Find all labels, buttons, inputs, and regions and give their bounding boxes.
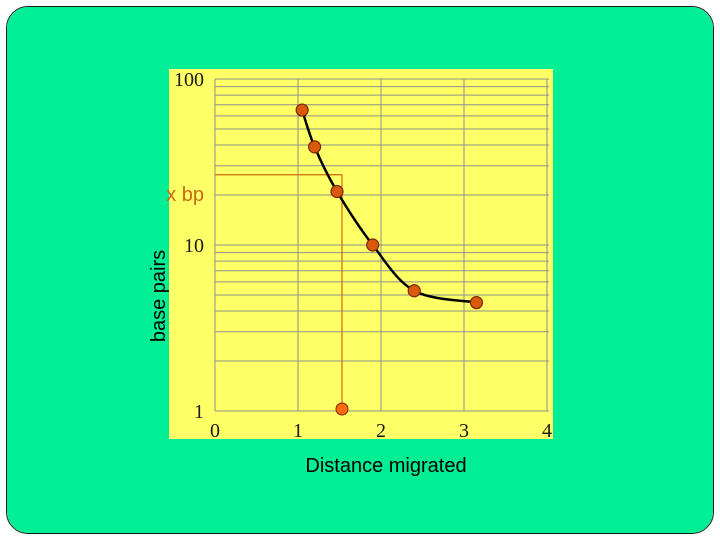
y-axis-label: base pairs bbox=[148, 250, 170, 342]
y-tick-label: 1 bbox=[194, 401, 204, 423]
y-tick-label: 100 bbox=[174, 69, 204, 91]
x-tick-label: 2 bbox=[376, 420, 386, 442]
data-point bbox=[330, 184, 344, 199]
data-point bbox=[295, 103, 309, 117]
data-point bbox=[366, 238, 380, 252]
x-tick-label: 3 bbox=[459, 420, 469, 442]
x-axis-label: Distance migrated bbox=[305, 455, 466, 477]
plot-area bbox=[169, 69, 553, 439]
annotation-guides bbox=[215, 174, 343, 409]
data-points bbox=[295, 103, 484, 416]
data-point bbox=[407, 284, 421, 298]
gridlines bbox=[214, 78, 549, 412]
data-point bbox=[308, 140, 322, 154]
x-tick-label: 1 bbox=[293, 420, 303, 442]
y-tick-label: 10 bbox=[184, 235, 204, 257]
annotation-label: x bp bbox=[166, 184, 204, 206]
x-tick-label: 4 bbox=[542, 420, 552, 442]
x-tick-label: 0 bbox=[210, 420, 220, 442]
slide-background: 0 1 2 3 4 1 10 100 base pairs Distance migrated… bbox=[6, 6, 714, 534]
data-point bbox=[469, 295, 484, 310]
x-axis-reference-point bbox=[335, 402, 349, 416]
